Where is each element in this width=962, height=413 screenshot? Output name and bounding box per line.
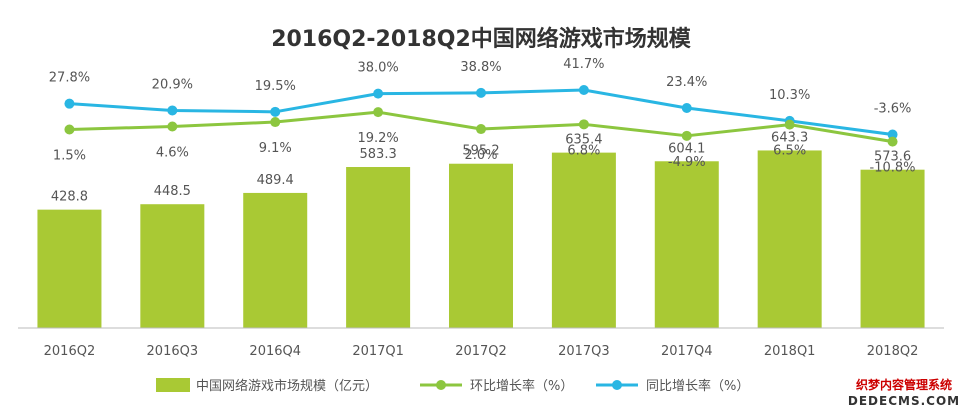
legend-bar-label: 中国网络游戏市场规模（亿元） [196, 378, 378, 394]
mom-label-2018Q2: -10.8% [870, 161, 916, 176]
legend-bar-swatch [156, 378, 190, 392]
mom-point-2018Q2 [887, 136, 898, 147]
yoy-point-2016Q3 [167, 105, 178, 116]
bar-2016Q3 [140, 204, 205, 328]
yoy-label-2017Q4: 23.4% [666, 75, 707, 90]
mom-label-2016Q4: 9.1% [259, 141, 292, 156]
mom-point-2017Q1 [373, 107, 384, 118]
bar-label-2017Q2: 595.2 [462, 144, 499, 159]
mom-label-2016Q3: 4.6% [156, 145, 189, 160]
mom-point-2017Q3 [578, 119, 589, 130]
yoy-label-2018Q1: 10.3% [769, 88, 810, 103]
bar-2018Q2 [860, 169, 925, 328]
bar-label-2018Q2: 573.6 [874, 150, 911, 165]
legend: 中国网络游戏市场规模（亿元） 环比增长率（%） 同比增长率（%） [156, 378, 749, 394]
mom-point-2016Q4 [270, 117, 281, 128]
mom-point-2016Q3 [167, 121, 178, 132]
x-tick-2018Q1: 2018Q1 [764, 344, 816, 359]
bar-2018Q1 [757, 150, 822, 328]
bar-label-2018Q1: 643.3 [771, 130, 808, 145]
yoy-label-2017Q1: 38.0% [357, 61, 398, 76]
x-tick-2017Q3: 2017Q3 [558, 344, 610, 359]
yoy-point-2017Q2 [476, 87, 486, 98]
yoy-label-2016Q4: 19.5% [255, 79, 296, 94]
legend-mom-label: 环比增长率（%） [470, 378, 573, 394]
mom-point-2018Q1 [784, 119, 795, 130]
mom-label-2017Q3: 6.8% [567, 143, 600, 158]
line-series [64, 85, 898, 147]
line-value-labels: 27.8% 20.9% 19.5% 38.0% 38.8% 41.7% 23.4% 10.3%… [49, 57, 916, 176]
yoy-point-2017Q4 [681, 102, 692, 113]
x-tick-2016Q3: 2016Q3 [147, 344, 199, 359]
yoy-point-2016Q4 [270, 106, 281, 117]
bar-2017Q1 [346, 167, 411, 328]
legend-yoy-swatch-dot [612, 380, 622, 390]
bar-2017Q4 [654, 161, 719, 328]
bar-label-2017Q4: 604.1 [668, 141, 705, 156]
x-axis-tick-labels: 2016Q2 2016Q3 2016Q4 2017Q1 2017Q2 2017Q3 2017… [44, 344, 919, 359]
x-tick-2016Q2: 2016Q2 [44, 344, 96, 359]
mom-point-2016Q2 [64, 124, 75, 135]
x-tick-2017Q1: 2017Q1 [352, 344, 404, 359]
mom-point-2017Q4 [681, 130, 692, 141]
bar-label-2016Q4: 489.4 [257, 173, 294, 188]
yoy-point-2018Q2 [887, 129, 898, 140]
bar-label-2017Q3: 635.4 [565, 133, 602, 148]
chart-title: 2016Q2-2018Q2中国网络游戏市场规模 [271, 26, 692, 52]
bar-2017Q2 [449, 163, 513, 328]
x-tick-2017Q4: 2017Q4 [661, 344, 713, 359]
yoy-point-2016Q2 [64, 98, 75, 109]
yoy-point-2017Q3 [578, 85, 589, 96]
bar-2017Q3 [551, 152, 616, 328]
yoy-label-2017Q3: 41.7% [563, 57, 604, 72]
yoy-label-2016Q3: 20.9% [152, 77, 193, 92]
bar-value-labels: 428.8 448.5 489.4 583.3 595.2 635.4 604.1 643.3… [51, 130, 911, 204]
bar-series [37, 150, 925, 328]
mom-label-2016Q2: 1.5% [53, 149, 86, 164]
legend-mom-swatch-dot [436, 380, 446, 390]
x-tick-2017Q2: 2017Q2 [455, 344, 507, 359]
bar-label-2016Q3: 448.5 [154, 184, 191, 199]
yoy-label-2016Q2: 27.8% [49, 71, 90, 86]
mom-label-2017Q2: 2.0% [464, 148, 497, 163]
watermark-background [848, 374, 960, 412]
yoy-point-2017Q1 [373, 88, 384, 99]
mom-label-2017Q1: 19.2% [357, 131, 398, 146]
watermark-line2: DEDECMS.COM [848, 394, 960, 408]
watermark-line1: 织梦内容管理系统 [856, 377, 952, 392]
x-tick-2016Q4: 2016Q4 [249, 344, 301, 359]
mom-label-2018Q1: 6.5% [773, 144, 806, 159]
watermark: 织梦内容管理系统 DEDECMS.COM [848, 374, 960, 412]
bar-label-2016Q2: 428.8 [51, 190, 88, 205]
mom-label-2017Q4: -4.9% [668, 155, 706, 170]
legend-yoy-label: 同比增长率（%） [646, 378, 749, 394]
yoy-label-2018Q2: -3.6% [874, 102, 912, 117]
bar-2016Q4 [243, 192, 308, 328]
mom-point-2017Q2 [476, 124, 486, 135]
x-tick-2018Q2: 2018Q2 [867, 344, 919, 359]
bar-2016Q2 [37, 209, 102, 328]
yoy-label-2017Q2: 38.8% [460, 60, 501, 75]
bar-label-2017Q1: 583.3 [360, 147, 397, 162]
